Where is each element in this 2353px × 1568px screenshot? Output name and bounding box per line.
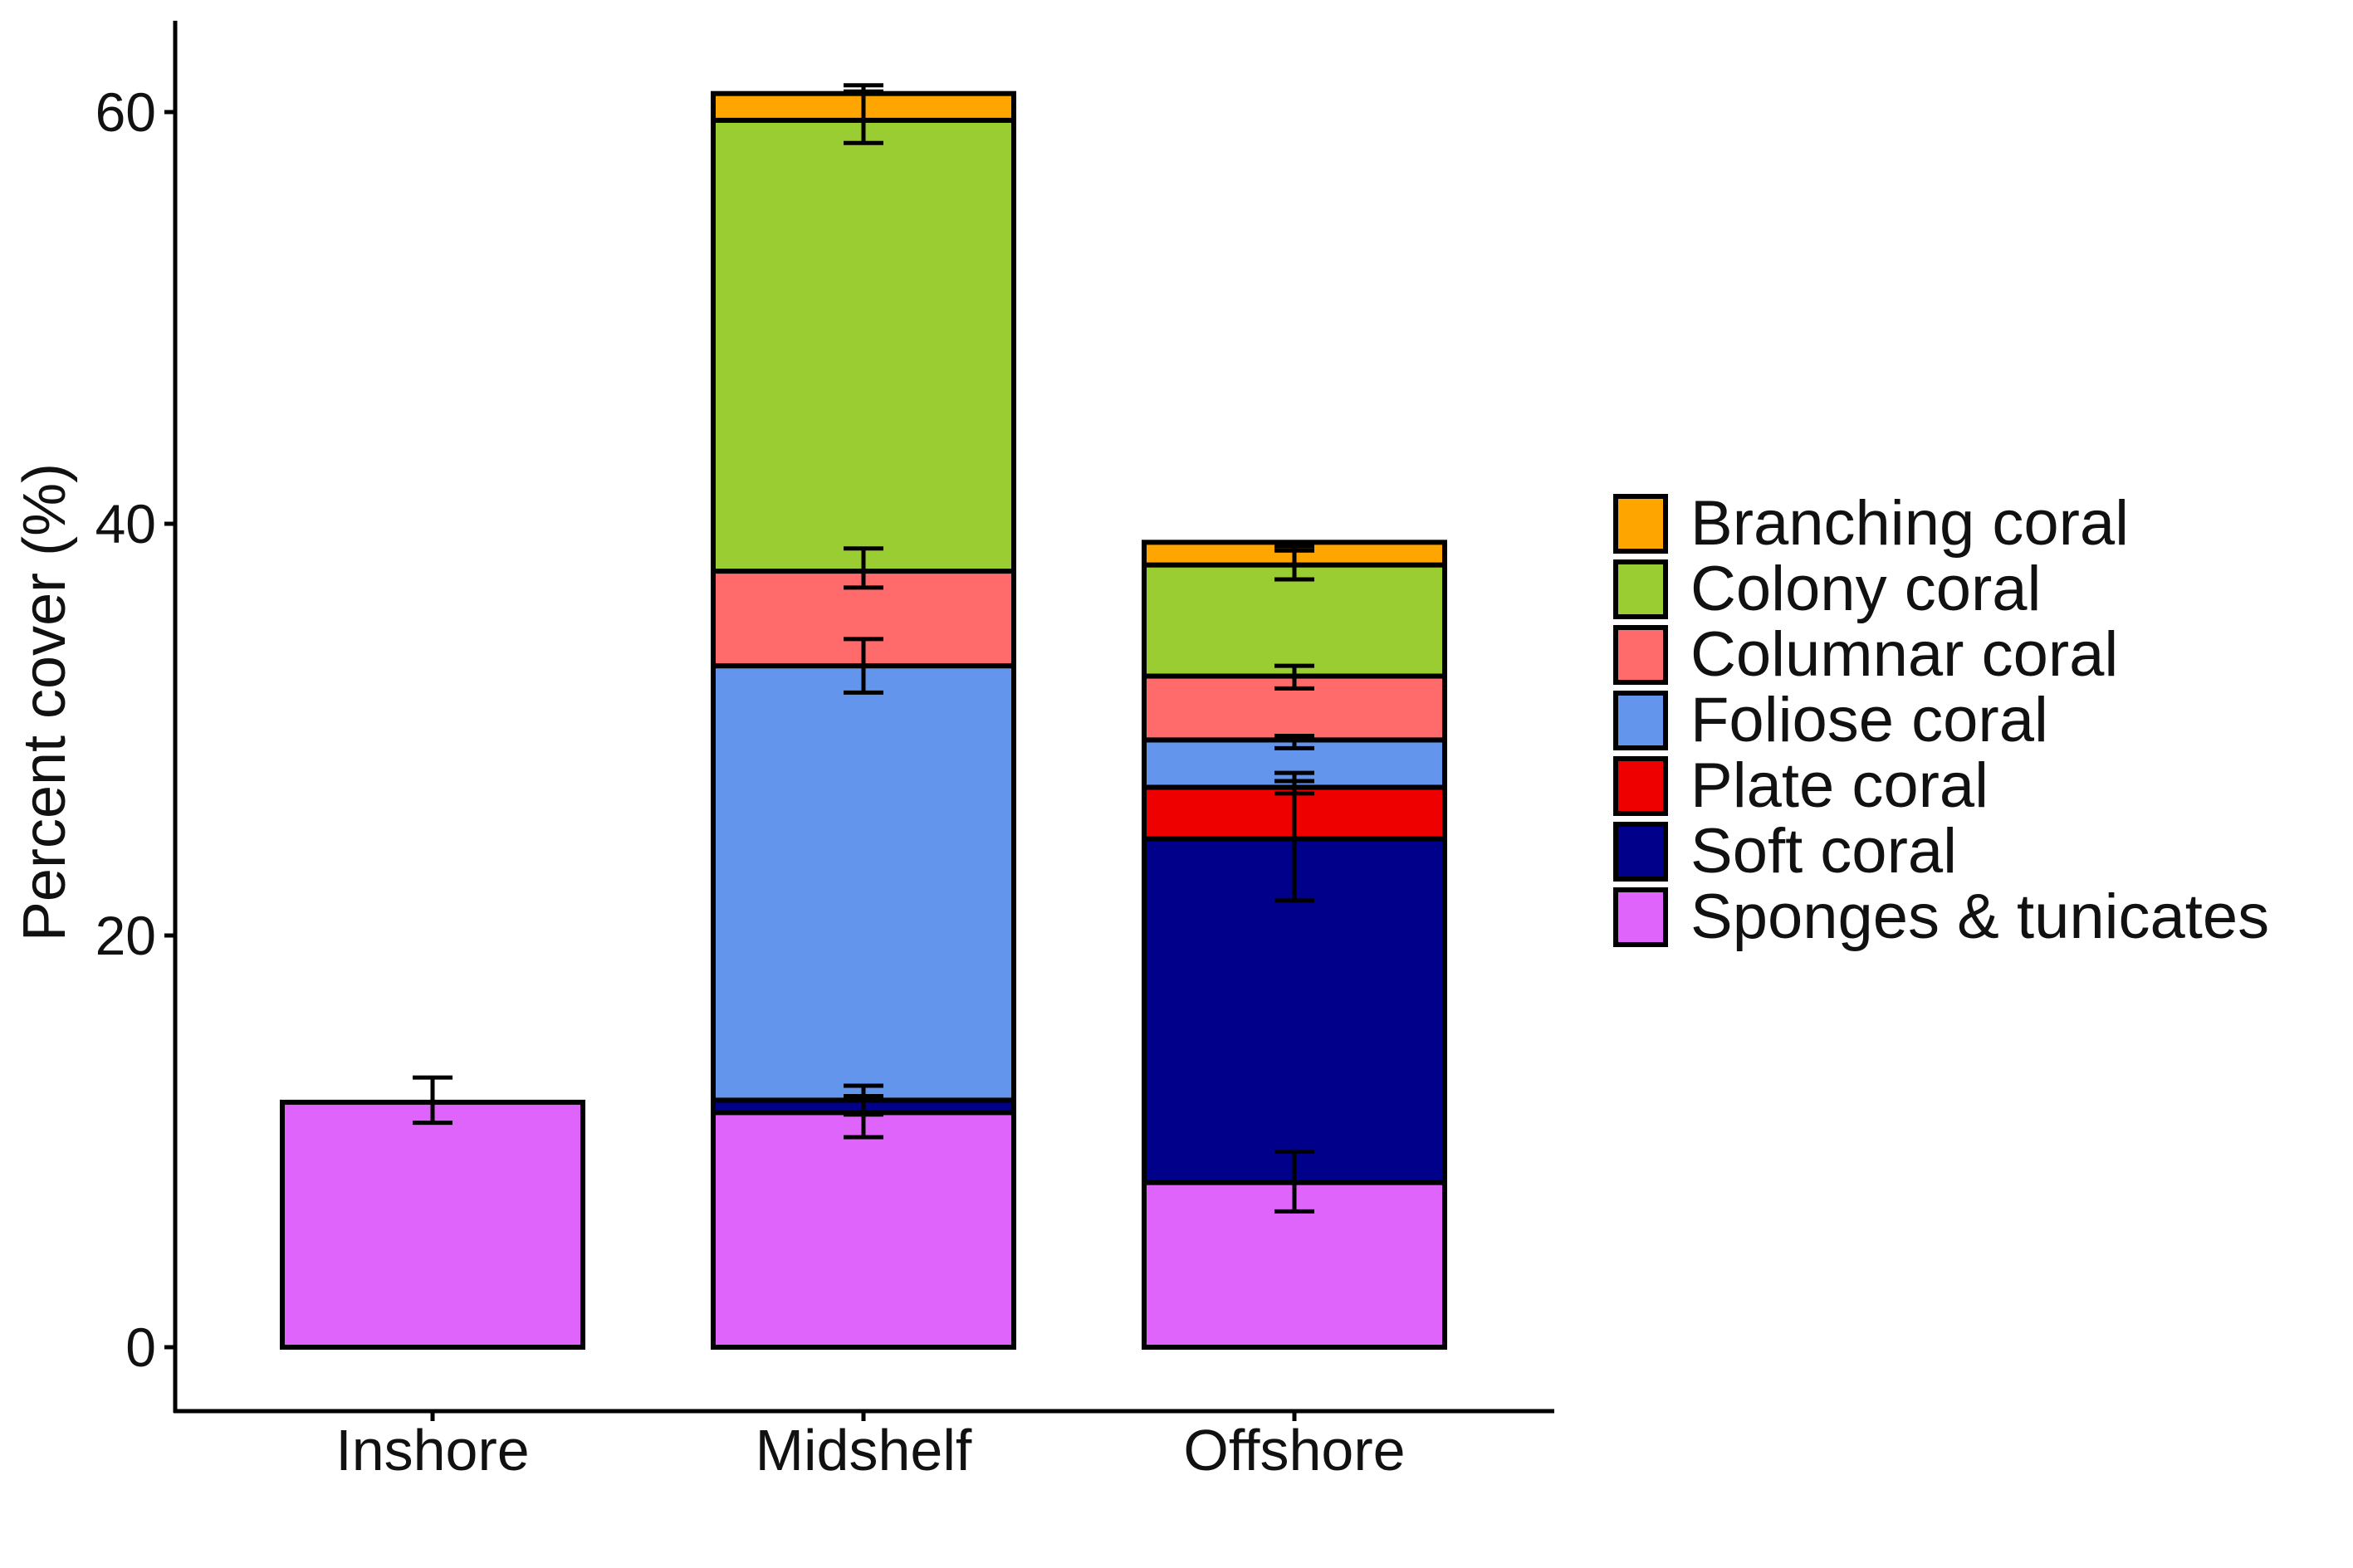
- legend-swatch-sponges-and-tunicates: [1613, 887, 1668, 947]
- legend-swatch-branching-coral: [1613, 494, 1668, 554]
- y-tick-label-20: 20: [95, 905, 156, 966]
- error-bar-midshelf-branching-coral: [844, 83, 883, 94]
- error-bar-offshore-foliose-coral: [1274, 733, 1314, 750]
- bar-inshore-sponges-and-tunicates: [280, 1099, 585, 1350]
- legend-item-colony-coral: Colony coral: [1613, 554, 2041, 624]
- legend-item-branching-coral: Branching coral: [1613, 488, 2129, 559]
- legend-swatch-colony-coral: [1613, 559, 1668, 619]
- legend-item-plate-coral: Plate coral: [1613, 750, 1989, 821]
- legend-label-foliose-coral: Foliose coral: [1690, 685, 2048, 755]
- x-axis-ticks: Inshore Midshelf Offshore: [335, 1411, 1406, 1483]
- plot-area: [280, 90, 1447, 1351]
- legend-swatch-soft-coral: [1613, 822, 1668, 882]
- legend-swatch-plate-coral: [1613, 756, 1668, 816]
- legend-item-foliose-coral: Foliose coral: [1613, 685, 2048, 755]
- legend-item-sponges-and-tunicates: Sponges & tunicates: [1613, 882, 2269, 952]
- bar-offshore-colony-coral: [1142, 562, 1447, 679]
- y-axis-title: Percent cover (%): [12, 463, 78, 941]
- y-axis-ticks: 0 20 40 60: [95, 81, 175, 1378]
- bar-midshelf-foliose-coral: [711, 663, 1016, 1103]
- legend-label-sponges-and-tunicates: Sponges & tunicates: [1690, 882, 2269, 952]
- legend-item-soft-coral: Soft coral: [1613, 816, 1957, 887]
- error-bar-midshelf-foliose-coral: [844, 637, 883, 695]
- y-tick-label-60: 60: [95, 81, 156, 143]
- legend-item-columnar-coral: Columnar coral: [1613, 619, 2118, 690]
- x-tick-label-midshelf: Midshelf: [756, 1418, 972, 1483]
- y-tick-label-0: 0: [125, 1316, 156, 1378]
- error-bar-offshore-sponges-and-tunicates: [1274, 1149, 1314, 1214]
- legend-label-colony-coral: Colony coral: [1690, 554, 2041, 624]
- legend-swatch-columnar-coral: [1613, 625, 1668, 685]
- error-bar-offshore-columnar-coral: [1274, 663, 1314, 691]
- error-bar-midshelf-soft-coral: [844, 1093, 883, 1117]
- legend-label-plate-coral: Plate coral: [1690, 750, 1989, 821]
- y-tick-label-40: 40: [95, 493, 156, 554]
- legend-label-soft-coral: Soft coral: [1690, 816, 1957, 887]
- bar-midshelf-colony-coral: [711, 117, 1016, 574]
- bar-midshelf-sponges-and-tunicates: [711, 1110, 1016, 1351]
- error-bar-offshore-branching-coral: [1274, 540, 1314, 553]
- legend-label-branching-coral: Branching coral: [1690, 488, 2129, 559]
- error-bar-inshore-sponges-and-tunicates: [413, 1075, 452, 1126]
- legend-label-columnar-coral: Columnar coral: [1690, 619, 2118, 690]
- legend-swatch-foliose-coral: [1613, 691, 1668, 750]
- error-bar-midshelf-columnar-coral: [844, 546, 883, 590]
- error-bar-offshore-plate-coral: [1274, 770, 1314, 796]
- error-bars: [413, 83, 1314, 1214]
- x-tick-label-offshore: Offshore: [1183, 1418, 1405, 1483]
- x-tick-label-inshore: Inshore: [335, 1418, 529, 1483]
